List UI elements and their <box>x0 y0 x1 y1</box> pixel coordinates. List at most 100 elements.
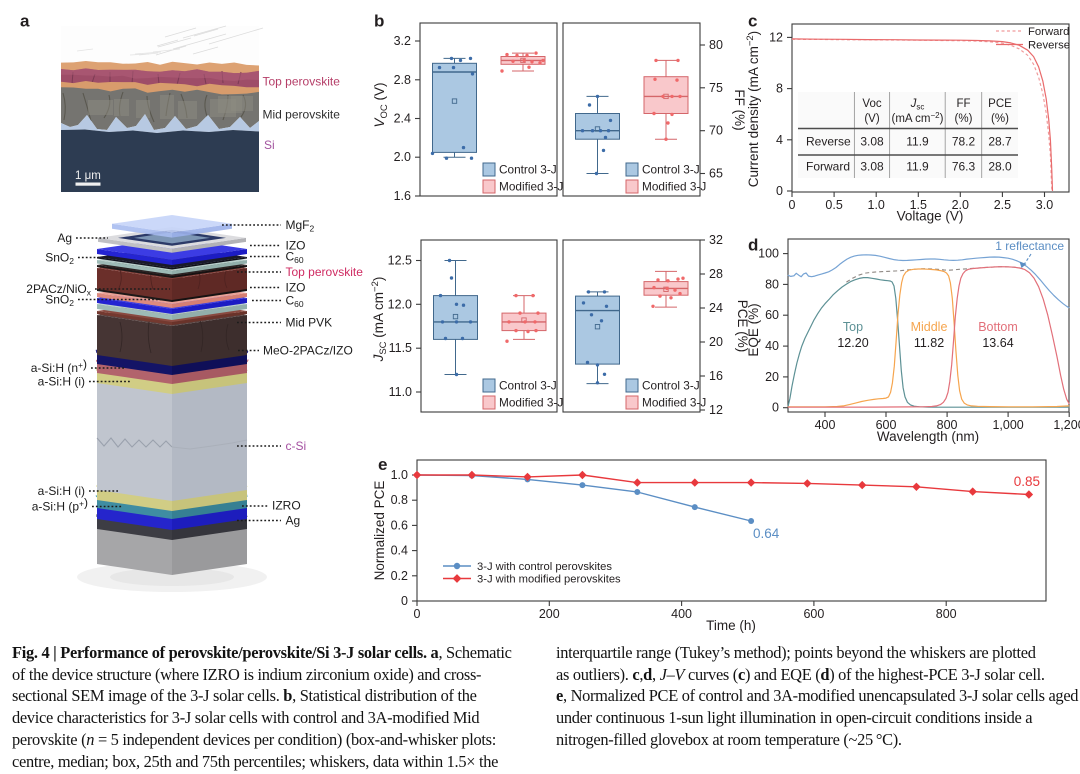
svg-text:VOC (V): VOC (V) <box>372 82 390 127</box>
svg-text:2.0: 2.0 <box>952 198 969 212</box>
svg-text:3.0: 3.0 <box>1036 198 1053 212</box>
svg-text:2.5: 2.5 <box>994 198 1011 212</box>
svg-text:Forward: Forward <box>1028 26 1069 38</box>
svg-text:Control 3-J: Control 3-J <box>499 163 557 177</box>
svg-text:Middle: Middle <box>911 320 948 334</box>
svg-text:65: 65 <box>709 167 723 181</box>
svg-text:8: 8 <box>776 82 783 96</box>
svg-text:0: 0 <box>789 198 796 212</box>
svg-text:MgF2: MgF2 <box>286 218 315 234</box>
svg-text:3.2: 3.2 <box>394 34 411 48</box>
svg-text:0.4: 0.4 <box>391 544 408 558</box>
svg-text:3-J with modified perovskites: 3-J with modified perovskites <box>477 574 621 586</box>
svg-text:a-Si:H (i): a-Si:H (i) <box>38 484 85 498</box>
svg-text:1,200: 1,200 <box>1053 418 1080 432</box>
svg-text:0.85: 0.85 <box>1014 474 1040 489</box>
svg-text:13.64: 13.64 <box>982 336 1013 350</box>
svg-text:40: 40 <box>765 339 779 353</box>
svg-text:12: 12 <box>709 403 723 417</box>
svg-text:0.5: 0.5 <box>825 198 842 212</box>
svg-text:0.8: 0.8 <box>391 493 408 507</box>
svg-text:0: 0 <box>776 184 783 198</box>
svg-text:0.64: 0.64 <box>753 526 780 541</box>
svg-text:FF: FF <box>956 98 970 110</box>
svg-text:a: a <box>20 12 30 31</box>
svg-text:0.6: 0.6 <box>391 518 408 532</box>
svg-text:60: 60 <box>765 308 779 322</box>
svg-text:e: e <box>378 455 387 474</box>
svg-text:80: 80 <box>709 38 723 52</box>
svg-text:600: 600 <box>876 418 897 432</box>
svg-text:Bottom: Bottom <box>978 320 1018 334</box>
svg-text:b: b <box>374 12 384 31</box>
svg-text:(%): (%) <box>991 113 1009 125</box>
svg-text:1.5: 1.5 <box>910 198 927 212</box>
svg-text:20: 20 <box>709 335 723 349</box>
svg-text:0: 0 <box>772 401 779 415</box>
svg-text:800: 800 <box>936 607 957 621</box>
svg-text:2PACz/NiOx: 2PACz/NiOx <box>26 282 91 298</box>
svg-text:0.2: 0.2 <box>391 569 408 583</box>
svg-text:Top perovskite: Top perovskite <box>286 265 364 279</box>
svg-text:12.5: 12.5 <box>388 254 412 268</box>
svg-text:28: 28 <box>709 267 723 281</box>
svg-text:100: 100 <box>758 247 779 261</box>
svg-text:Forward: Forward <box>806 160 850 174</box>
svg-text:Control 3-J: Control 3-J <box>499 379 557 393</box>
svg-text:MeO-2PACz/IZO: MeO-2PACz/IZO <box>263 344 353 358</box>
svg-text:20: 20 <box>765 370 779 384</box>
svg-text:Reverse: Reverse <box>806 135 851 149</box>
svg-text:Control 3-J: Control 3-J <box>642 379 700 393</box>
svg-text:1,000: 1,000 <box>992 418 1023 432</box>
svg-text:28.0: 28.0 <box>988 160 1012 174</box>
svg-text:IZRO: IZRO <box>272 499 301 513</box>
svg-text:a-Si:H (i): a-Si:H (i) <box>38 375 85 389</box>
svg-text:c: c <box>748 12 757 31</box>
svg-text:C60: C60 <box>286 294 304 310</box>
svg-text:IZO: IZO <box>286 281 306 295</box>
svg-text:Top: Top <box>843 320 863 334</box>
svg-text:12.20: 12.20 <box>837 336 868 350</box>
svg-text:2.4: 2.4 <box>394 112 411 126</box>
svg-text:Modified 3-J: Modified 3-J <box>642 180 706 194</box>
svg-text:76.3: 76.3 <box>952 160 976 174</box>
svg-text:16: 16 <box>709 369 723 383</box>
svg-text:24: 24 <box>709 301 723 315</box>
svg-text:a-Si:H (n+): a-Si:H (n+) <box>31 357 87 375</box>
svg-text:(V): (V) <box>864 113 880 125</box>
svg-text:70: 70 <box>709 124 723 138</box>
svg-text:Modified 3-J: Modified 3-J <box>499 396 563 410</box>
svg-text:80: 80 <box>765 277 779 291</box>
svg-text:800: 800 <box>937 418 958 432</box>
svg-text:75: 75 <box>709 81 723 95</box>
svg-text:Voltage (V): Voltage (V) <box>897 209 964 224</box>
svg-text:11.0: 11.0 <box>389 385 412 399</box>
svg-text:200: 200 <box>539 607 560 621</box>
svg-text:Time (h): Time (h) <box>706 618 756 633</box>
svg-text:a-Si:H (p+): a-Si:H (p+) <box>32 496 88 514</box>
svg-text:Top perovskite: Top perovskite <box>263 75 341 89</box>
svg-text:Si: Si <box>264 138 275 152</box>
svg-text:600: 600 <box>803 607 824 621</box>
svg-text:Modified 3-J: Modified 3-J <box>499 180 563 194</box>
svg-text:Normalized PCE: Normalized PCE <box>372 481 387 581</box>
svg-text:Voc: Voc <box>862 98 881 110</box>
svg-text:3.08: 3.08 <box>860 160 884 174</box>
svg-text:c-Si: c-Si <box>286 439 307 453</box>
svg-text:Current density (mA cm−2): Current density (mA cm−2) <box>745 31 761 187</box>
svg-text:Jsc: Jsc <box>910 98 925 112</box>
svg-text:78.2: 78.2 <box>952 135 976 149</box>
svg-text:JSC (mA cm−2): JSC (mA cm−2) <box>370 277 389 363</box>
svg-text:FF (%): FF (%) <box>732 89 747 130</box>
svg-text:11.82: 11.82 <box>914 336 944 350</box>
svg-text:12: 12 <box>769 30 783 44</box>
svg-text:11.9: 11.9 <box>906 160 929 174</box>
svg-text:1.0: 1.0 <box>868 198 885 212</box>
svg-text:Control 3-J: Control 3-J <box>642 163 700 177</box>
svg-text:400: 400 <box>671 607 692 621</box>
svg-text:Wavelength (nm): Wavelength (nm) <box>877 429 979 444</box>
svg-text:(%): (%) <box>955 113 973 125</box>
svg-text:PCE: PCE <box>988 98 1012 110</box>
svg-text:2.8: 2.8 <box>394 73 411 87</box>
svg-text:d: d <box>748 236 758 255</box>
